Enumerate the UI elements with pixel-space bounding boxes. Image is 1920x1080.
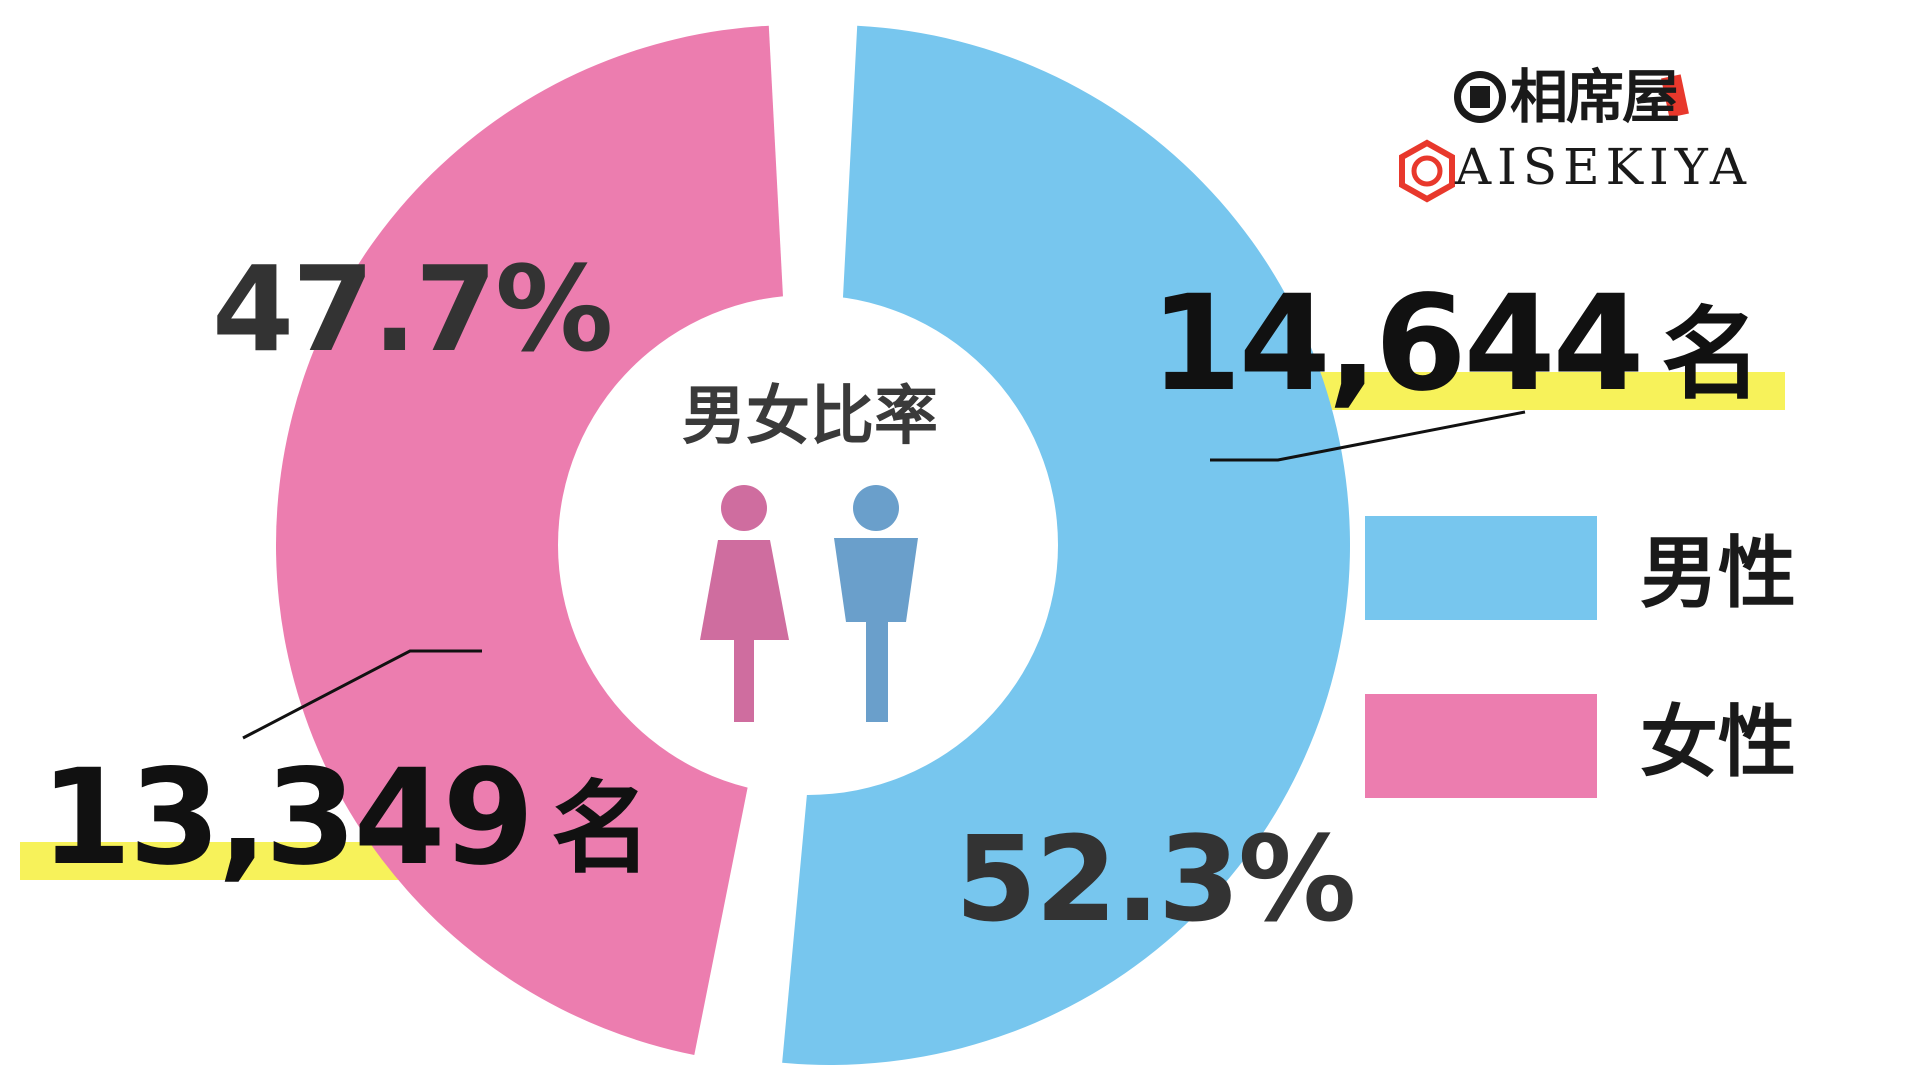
chart-title: 男女比率 bbox=[682, 380, 938, 454]
brand-logo-jp: 相席屋 bbox=[1510, 63, 1680, 131]
male-count-unit: 名 bbox=[1661, 296, 1761, 413]
male-count-label: 14,644 名 bbox=[1150, 278, 1761, 413]
slices bbox=[276, 25, 1351, 1066]
female-count-unit: 名 bbox=[551, 770, 651, 887]
legend-swatch-male bbox=[1365, 516, 1597, 620]
legend-label-female: 女性 bbox=[1640, 698, 1797, 788]
female-count-value: 13,349 bbox=[40, 741, 534, 895]
female-count-label: 13,349 名 bbox=[40, 752, 651, 887]
slice-male bbox=[782, 25, 1351, 1066]
legend-swatch-female bbox=[1365, 694, 1597, 798]
donut-hole bbox=[558, 295, 1058, 795]
male-person-icon bbox=[834, 485, 918, 722]
brand-kanji-crest-icon bbox=[1454, 71, 1506, 123]
legend-label-male: 男性 bbox=[1640, 529, 1797, 619]
male-leader-line bbox=[1210, 410, 1526, 462]
female-leader-line bbox=[242, 649, 482, 740]
brand-logo-en: AISEKIYA bbox=[1455, 138, 1752, 196]
male-percent-label: 52.3% bbox=[955, 810, 1356, 948]
male-count-value: 14,644 bbox=[1150, 267, 1644, 421]
female-percent-label: 47.7% bbox=[212, 240, 613, 378]
brand-crest-icon bbox=[1399, 139, 1455, 203]
brand-seal-stamp-icon bbox=[1661, 74, 1689, 118]
slice-female bbox=[276, 25, 797, 1055]
female-person-icon bbox=[700, 485, 789, 722]
